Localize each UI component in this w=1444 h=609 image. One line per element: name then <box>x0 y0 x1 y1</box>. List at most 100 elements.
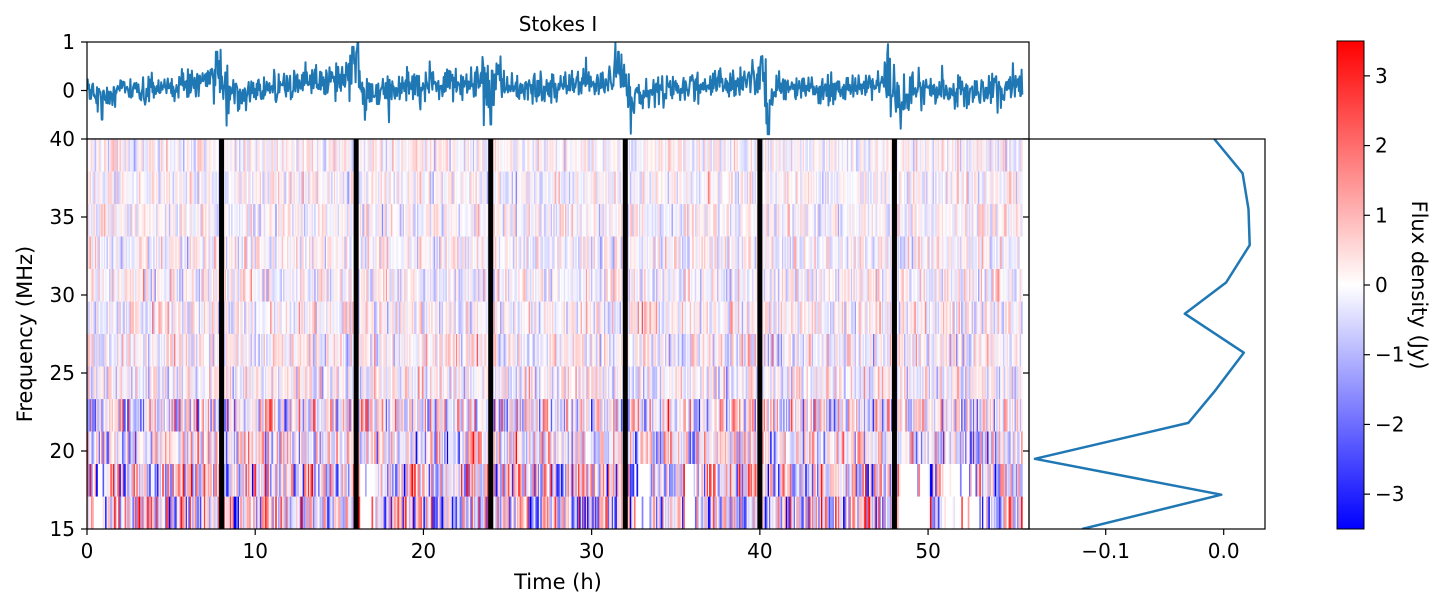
heatmap-cell <box>228 334 231 367</box>
heatmap-cell <box>187 334 189 367</box>
heatmap-cell <box>830 431 832 464</box>
heatmap-cell <box>292 399 294 432</box>
heatmap-cell <box>111 463 114 497</box>
heatmap-cell <box>558 301 561 334</box>
heatmap-cell <box>102 431 105 464</box>
heatmap-cell <box>917 301 919 334</box>
heatmap-cell <box>652 334 654 367</box>
heatmap-cell <box>898 496 901 529</box>
heatmap-cell <box>364 463 367 497</box>
heatmap-cell <box>390 334 393 367</box>
heatmap-cell <box>687 399 689 432</box>
heatmap-cell <box>943 301 945 334</box>
heatmap-cell <box>275 496 278 529</box>
heatmap-cell <box>415 496 418 529</box>
heatmap-cell <box>1001 301 1004 334</box>
heatmap-cell <box>713 431 715 464</box>
heatmap-cell <box>772 399 775 432</box>
heatmap-cell <box>441 366 444 400</box>
heatmap-cell <box>868 301 871 334</box>
heatmap-cell <box>917 334 919 367</box>
heatmap-cell <box>555 399 558 432</box>
heatmap-cell <box>210 334 213 367</box>
heatmap-cell <box>966 399 969 432</box>
heatmap-cell <box>210 496 213 529</box>
heatmap-cell <box>993 301 996 334</box>
heatmap-cell <box>264 463 267 497</box>
heatmap-cell <box>155 399 158 432</box>
heatmap-cell <box>652 496 654 529</box>
heatmap-cell <box>385 496 388 529</box>
heatmap-cell <box>267 301 270 334</box>
heatmap-cell <box>749 399 752 432</box>
heatmap-cell <box>1011 366 1014 400</box>
heatmap-cell <box>415 399 418 432</box>
heatmap-cell <box>770 301 772 334</box>
heatmap-cell <box>462 334 465 367</box>
heatmap-cell <box>509 334 511 367</box>
heatmap-cell <box>866 366 869 400</box>
heatmap-cell <box>768 463 771 497</box>
heatmap-cell <box>302 301 305 334</box>
heatmap-cell <box>870 463 872 497</box>
heatmap-cell <box>719 366 722 400</box>
heatmap-cell <box>205 301 207 334</box>
heatmap-cell <box>320 366 323 400</box>
heatmap-cell <box>485 366 488 400</box>
heatmap-cell <box>472 431 475 464</box>
heatmap-cell <box>277 301 280 334</box>
heatmap-cell <box>324 463 327 497</box>
heatmap-cell <box>806 334 809 367</box>
heatmap-cell <box>123 463 126 497</box>
heatmap-cell <box>907 399 910 432</box>
heatmap-cell <box>969 463 971 497</box>
heatmap-cell <box>290 463 293 497</box>
heatmap-cell <box>542 496 545 529</box>
timeseries-y-ticks: 10 <box>62 30 87 103</box>
heatmap-cell <box>288 366 291 400</box>
heatmap-cell <box>431 463 433 497</box>
heatmap-cell <box>710 366 713 400</box>
heatmap-cell <box>272 431 275 464</box>
heatmap-cell <box>400 431 402 464</box>
heatmap-cell <box>1020 366 1023 400</box>
heatmap-cell <box>822 431 824 464</box>
heatmap-cell <box>732 334 735 367</box>
heatmap-cell <box>97 301 100 334</box>
heatmap-cell <box>210 301 213 334</box>
heatmap-cell <box>387 463 389 497</box>
heatmap-cell <box>861 301 863 334</box>
heatmap-cell <box>853 301 856 334</box>
heatmap-cell <box>604 431 606 464</box>
heatmap-cell <box>292 334 294 367</box>
heatmap-cell <box>523 301 526 334</box>
heatmap-cell <box>949 334 952 367</box>
heatmap-cell <box>810 431 813 464</box>
heatmap-cell <box>371 301 374 334</box>
heatmap-cell <box>833 431 836 464</box>
heatmap-cell <box>429 366 432 400</box>
heatmap-cell <box>426 431 428 464</box>
heatmap-cell <box>587 366 589 400</box>
heatmap-cell <box>141 268 144 302</box>
heatmap-cell <box>933 334 936 367</box>
heatmap-cell <box>240 399 242 432</box>
heatmap-cell <box>1017 366 1019 400</box>
heatmap-cell <box>196 463 198 497</box>
heatmap-cell <box>326 301 328 334</box>
heatmap-cell <box>550 431 553 464</box>
heatmap-cell <box>463 334 466 367</box>
heatmap-cell <box>709 496 711 529</box>
heatmap-cell <box>720 496 723 529</box>
heatmap-cell <box>183 463 185 497</box>
heatmap-cell <box>112 268 115 302</box>
heatmap-cell <box>815 301 818 334</box>
heatmap-cell <box>320 496 323 529</box>
heatmap-cell <box>1014 496 1017 529</box>
heatmap-cell <box>394 496 397 529</box>
heatmap-cell <box>137 399 140 432</box>
heatmap-cell <box>288 496 291 529</box>
heatmap-cell <box>413 301 415 334</box>
heatmap-cell <box>604 496 606 529</box>
heatmap-cell <box>570 496 572 529</box>
